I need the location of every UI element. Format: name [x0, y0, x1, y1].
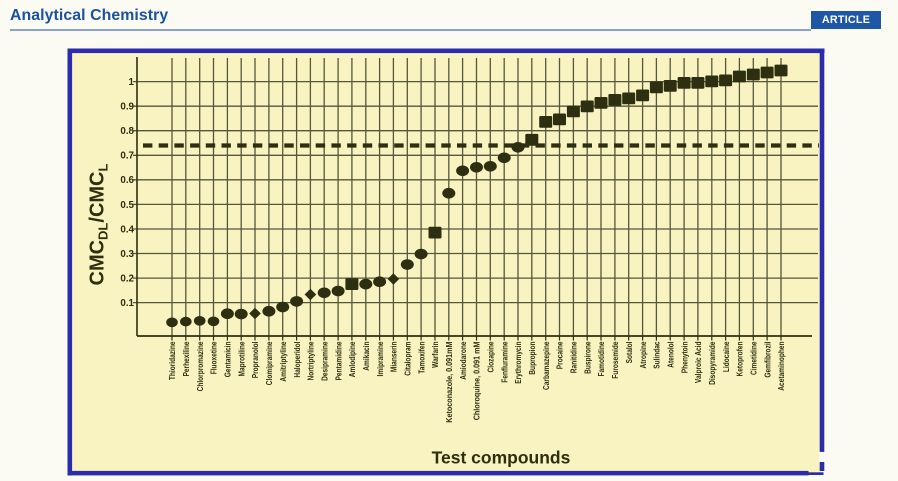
svg-text:Imipramine: Imipramine: [376, 341, 385, 376]
svg-text:Amiodarone: Amiodarone: [459, 341, 468, 380]
svg-text:Lidocaine: Lidocaine: [722, 341, 731, 372]
svg-text:Chloroquine, 0.091 mM: Chloroquine, 0.091 mM: [473, 341, 482, 420]
svg-text:0.7: 0.7: [120, 151, 134, 162]
svg-text:Famotidine: Famotidine: [597, 341, 606, 376]
svg-text:Amitriptyline: Amitriptyline: [279, 341, 288, 382]
svg-text:Furosemide: Furosemide: [611, 341, 620, 379]
svg-text:Acetaminophen: Acetaminophen: [777, 341, 786, 390]
svg-text:Ketoconazole, 0.091mM: Ketoconazole, 0.091mM: [445, 341, 454, 423]
svg-text:Citalopram: Citalopram: [404, 342, 413, 376]
svg-text:Procaine: Procaine: [556, 341, 565, 369]
svg-text:Chlorpromazine: Chlorpromazine: [196, 341, 205, 391]
svg-text:Cimetidine: Cimetidine: [750, 341, 759, 375]
svg-text:Fenfluramine: Fenfluramine: [500, 341, 509, 383]
svg-text:Nortriptyline: Nortriptyline: [307, 341, 316, 380]
svg-text:Haloperidol: Haloperidol: [293, 342, 302, 378]
svg-text:Mianserin: Mianserin: [390, 341, 399, 372]
svg-text:0.9: 0.9: [120, 102, 134, 113]
svg-text:Gentamicin: Gentamicin: [224, 341, 233, 377]
svg-text:0.1: 0.1: [120, 298, 134, 309]
svg-text:Disopyramide: Disopyramide: [708, 341, 717, 385]
svg-text:0.4: 0.4: [120, 224, 134, 235]
svg-text:Atropine: Atropine: [639, 341, 648, 368]
svg-text:Fluoxetine: Fluoxetine: [210, 341, 219, 374]
svg-text:Valproic Acid: Valproic Acid: [694, 341, 703, 383]
svg-text:Test compounds: Test compounds: [432, 448, 571, 468]
svg-text:Bupropion: Bupropion: [528, 341, 537, 374]
svg-text:Atenolol: Atenolol: [666, 342, 675, 368]
svg-text:Erythromycin: Erythromycin: [514, 341, 523, 383]
svg-text:0.5: 0.5: [120, 200, 134, 211]
svg-text:Maprotiline: Maprotiline: [237, 341, 246, 376]
svg-text:Ketoprofen: Ketoprofen: [736, 341, 745, 376]
svg-text:Ranitidine: Ranitidine: [570, 341, 579, 373]
svg-text:Clomipramine: Clomipramine: [265, 341, 274, 385]
svg-text:0.2: 0.2: [120, 274, 134, 285]
svg-text:Pentamidine: Pentamidine: [334, 341, 343, 380]
svg-text:Carbamazepine: Carbamazepine: [542, 341, 551, 390]
svg-text:Phenytoin: Phenytoin: [680, 341, 689, 373]
svg-text:0.8: 0.8: [120, 126, 134, 137]
svg-text:Desipramine: Desipramine: [320, 341, 329, 381]
svg-text:Propranolol: Propranolol: [251, 342, 260, 379]
svg-text:Amikacin: Amikacin: [362, 341, 371, 370]
svg-text:Clozapine: Clozapine: [487, 341, 496, 372]
svg-text:0.6: 0.6: [120, 175, 134, 186]
svg-text:0.3: 0.3: [120, 249, 134, 260]
svg-text:Amlodipine: Amlodipine: [348, 341, 357, 377]
svg-text:Sotalol: Sotalol: [625, 342, 634, 364]
svg-text:Buspirone: Buspirone: [583, 341, 592, 374]
svg-text:Tamoxifen: Tamoxifen: [417, 341, 426, 373]
svg-text:Perhexiline: Perhexiline: [182, 341, 191, 376]
svg-text:Sulindac: Sulindac: [653, 341, 662, 369]
svg-text:Warfarin: Warfarin: [431, 341, 440, 367]
svg-text:Gemfibrozil: Gemfibrozil: [763, 342, 772, 378]
svg-text:1: 1: [129, 77, 135, 88]
svg-text:Thioridazine: Thioridazine: [168, 341, 177, 380]
